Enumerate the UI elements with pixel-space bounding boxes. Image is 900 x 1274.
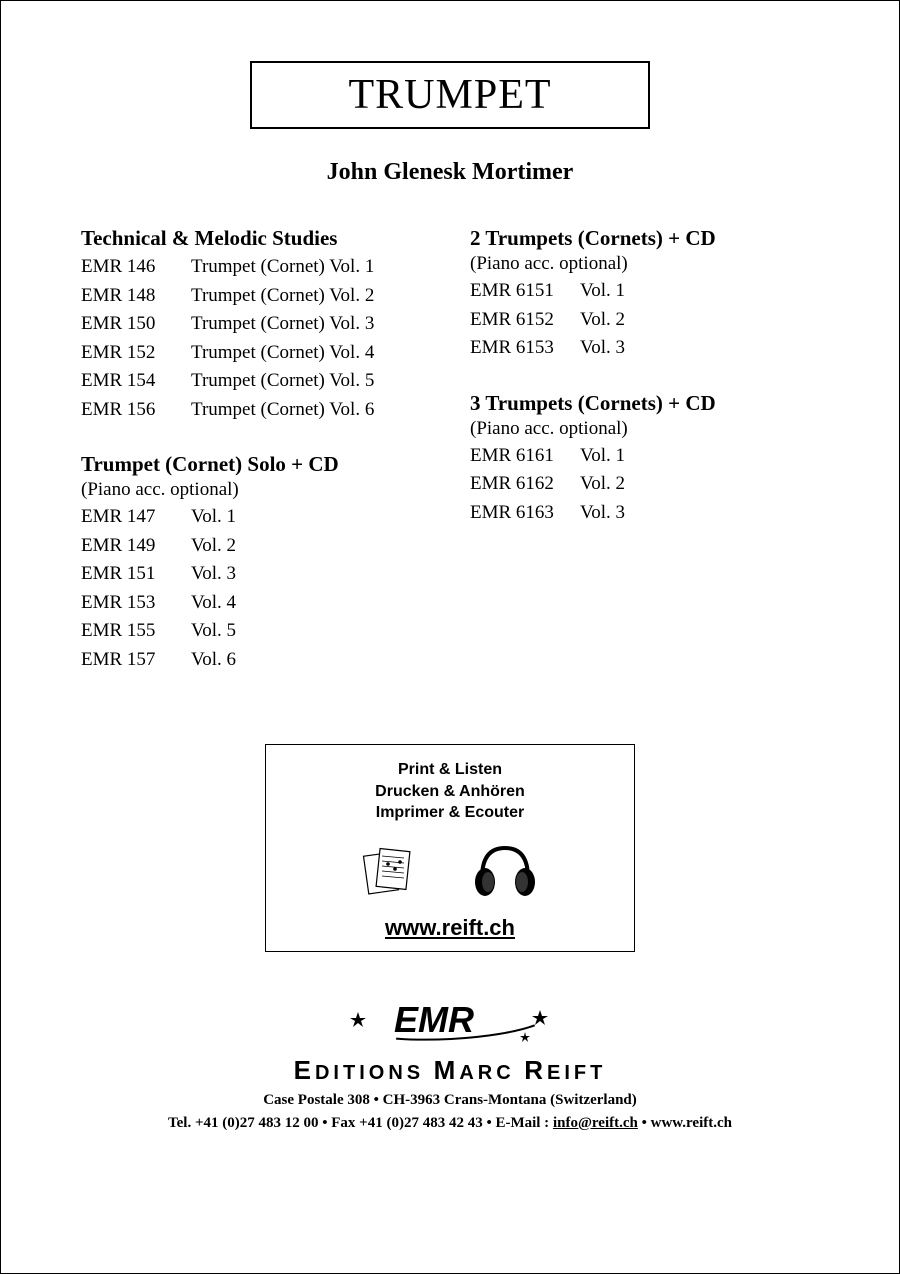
item-code: EMR 146	[81, 253, 191, 282]
catalog-row: EMR 6163Vol. 3	[470, 499, 819, 528]
catalog-row: EMR 6162Vol. 2	[470, 470, 819, 499]
promo-line-2: Drucken & Anhören	[276, 781, 624, 803]
duo-heading: 2 Trumpets (Cornets) + CD	[470, 226, 819, 251]
promo-icons	[276, 840, 624, 905]
brand-line: EDITIONS MARC REIFT	[81, 1055, 819, 1086]
svg-text:EMR: EMR	[394, 999, 474, 1040]
left-column: Technical & Melodic Studies EMR 146Trump…	[81, 226, 430, 674]
catalog-row: EMR 149Vol. 2	[81, 532, 430, 561]
item-label: Trumpet (Cornet) Vol. 4	[191, 339, 374, 368]
emr-logo-icon: EMR	[340, 992, 560, 1051]
page-title: TRUMPET	[252, 71, 648, 119]
catalog-row: EMR 153Vol. 4	[81, 589, 430, 618]
catalog-row: EMR 6153Vol. 3	[470, 334, 819, 363]
solo-sub: (Piano acc. optional)	[81, 479, 430, 501]
item-label: Vol. 3	[191, 560, 236, 589]
catalog-row: EMR 147Vol. 1	[81, 503, 430, 532]
duo-sub: (Piano acc. optional)	[470, 253, 819, 275]
promo-url[interactable]: www.reift.ch	[276, 915, 624, 941]
item-code: EMR 151	[81, 560, 191, 589]
item-label: Trumpet (Cornet) Vol. 1	[191, 253, 374, 282]
catalog-row: EMR 156Trumpet (Cornet) Vol. 6	[81, 396, 430, 425]
item-code: EMR 154	[81, 367, 191, 396]
item-code: EMR 153	[81, 589, 191, 618]
item-label: Vol. 2	[580, 306, 625, 335]
item-code: EMR 6151	[470, 277, 580, 306]
email-link[interactable]: info@reift.ch	[553, 1115, 638, 1131]
solo-heading: Trumpet (Cornet) Solo + CD	[81, 452, 430, 477]
item-code: EMR 148	[81, 282, 191, 311]
catalog-row: EMR 146Trumpet (Cornet) Vol. 1	[81, 253, 430, 282]
catalog-row: EMR 157Vol. 6	[81, 646, 430, 675]
item-label: Vol. 3	[580, 499, 625, 528]
catalog-row: EMR 150Trumpet (Cornet) Vol. 3	[81, 310, 430, 339]
item-code: EMR 157	[81, 646, 191, 675]
item-label: Vol. 5	[191, 617, 236, 646]
item-code: EMR 152	[81, 339, 191, 368]
item-label: Trumpet (Cornet) Vol. 5	[191, 367, 374, 396]
author-name: John Glenesk Mortimer	[81, 159, 819, 186]
contact-post: • www.reift.ch	[638, 1115, 732, 1131]
footer: EMR EDITIONS MARC REIFT Case Postale 308…	[81, 992, 819, 1132]
item-code: EMR 155	[81, 617, 191, 646]
item-code: EMR 149	[81, 532, 191, 561]
item-code: EMR 156	[81, 396, 191, 425]
catalog-row: EMR 155Vol. 5	[81, 617, 430, 646]
promo-line-3: Imprimer & Ecouter	[276, 802, 624, 824]
catalog-row: EMR 154Trumpet (Cornet) Vol. 5	[81, 367, 430, 396]
item-label: Vol. 2	[580, 470, 625, 499]
item-code: EMR 6162	[470, 470, 580, 499]
catalog-row: EMR 6161Vol. 1	[470, 442, 819, 471]
item-code: EMR 6163	[470, 499, 580, 528]
sheet-music-icon	[360, 844, 420, 901]
contact-pre: Tel. +41 (0)27 483 12 00 • Fax +41 (0)27…	[168, 1115, 553, 1131]
catalog-columns: Technical & Melodic Studies EMR 146Trump…	[81, 226, 819, 674]
item-label: Vol. 6	[191, 646, 236, 675]
trio-heading: 3 Trumpets (Cornets) + CD	[470, 391, 819, 416]
catalog-row: EMR 6152Vol. 2	[470, 306, 819, 335]
catalog-row: EMR 152Trumpet (Cornet) Vol. 4	[81, 339, 430, 368]
item-code: EMR 150	[81, 310, 191, 339]
catalog-row: EMR 6151Vol. 1	[470, 277, 819, 306]
promo-line-1: Print & Listen	[276, 759, 624, 781]
item-label: Vol. 1	[191, 503, 236, 532]
item-code: EMR 6161	[470, 442, 580, 471]
item-label: Vol. 2	[191, 532, 236, 561]
item-code: EMR 147	[81, 503, 191, 532]
item-label: Trumpet (Cornet) Vol. 6	[191, 396, 374, 425]
headphones-icon	[470, 840, 540, 905]
catalog-row: EMR 151Vol. 3	[81, 560, 430, 589]
tech-heading: Technical & Melodic Studies	[81, 226, 430, 251]
right-column: 2 Trumpets (Cornets) + CD (Piano acc. op…	[470, 226, 819, 674]
item-label: Vol. 1	[580, 277, 625, 306]
item-label: Vol. 3	[580, 334, 625, 363]
catalog-row: EMR 148Trumpet (Cornet) Vol. 2	[81, 282, 430, 311]
item-code: EMR 6153	[470, 334, 580, 363]
promo-box: Print & Listen Drucken & Anhören Imprime…	[265, 744, 635, 952]
item-label: Trumpet (Cornet) Vol. 2	[191, 282, 374, 311]
item-label: Trumpet (Cornet) Vol. 3	[191, 310, 374, 339]
address-line-2: Tel. +41 (0)27 483 12 00 • Fax +41 (0)27…	[81, 1115, 819, 1132]
address-line-1: Case Postale 308 • CH-3963 Crans-Montana…	[81, 1092, 819, 1109]
item-code: EMR 6152	[470, 306, 580, 335]
item-label: Vol. 4	[191, 589, 236, 618]
trio-sub: (Piano acc. optional)	[470, 418, 819, 440]
title-box: TRUMPET	[250, 61, 650, 129]
item-label: Vol. 1	[580, 442, 625, 471]
